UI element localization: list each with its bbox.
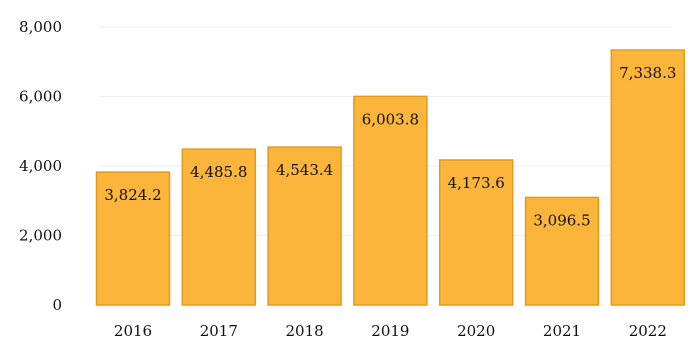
- x-tick-label: 2017: [200, 322, 238, 340]
- x-tick-label: 2022: [629, 322, 667, 340]
- y-tick-label: 4,000: [19, 157, 62, 175]
- bar-2020: [438, 159, 514, 306]
- bar-value-label: 7,338.3: [619, 64, 676, 82]
- bar-2019: [353, 95, 428, 306]
- y-tick-label: 2,000: [19, 227, 62, 245]
- bars: [95, 49, 686, 306]
- bar-2017: [181, 148, 257, 306]
- y-axis: 0 2,000 4,000 6,000 8,000: [19, 18, 62, 314]
- x-tick-label: 2021: [543, 322, 581, 340]
- bar-value-label: 3,096.5: [533, 211, 590, 229]
- bar-value-label: 4,173.6: [448, 174, 505, 192]
- bar-2021: [524, 196, 600, 306]
- bar-value-label: 3,824.2: [104, 186, 161, 204]
- bar-2022: [610, 49, 686, 306]
- x-tick-label: 2019: [371, 322, 409, 340]
- x-tick-label: 2016: [114, 322, 152, 340]
- y-tick-label: 6,000: [19, 88, 62, 106]
- data-labels: 3,824.2 4,485.8 4,543.4 6,003.8 4,173.6 3,096…: [104, 64, 676, 229]
- bar-2018: [267, 146, 342, 306]
- y-tick-label: 8,000: [19, 18, 62, 36]
- y-tick-label: 0: [52, 296, 62, 314]
- bar-value-label: 4,485.8: [190, 163, 247, 181]
- bar-value-label: 4,543.4: [276, 161, 333, 179]
- bar-2016: [95, 171, 171, 306]
- x-axis: 2016 2017 2018 2019 2020 2021 2022: [114, 322, 667, 340]
- x-tick-label: 2018: [286, 322, 324, 340]
- x-tick-label: 2020: [457, 322, 495, 340]
- bar-value-label: 6,003.8: [362, 110, 419, 128]
